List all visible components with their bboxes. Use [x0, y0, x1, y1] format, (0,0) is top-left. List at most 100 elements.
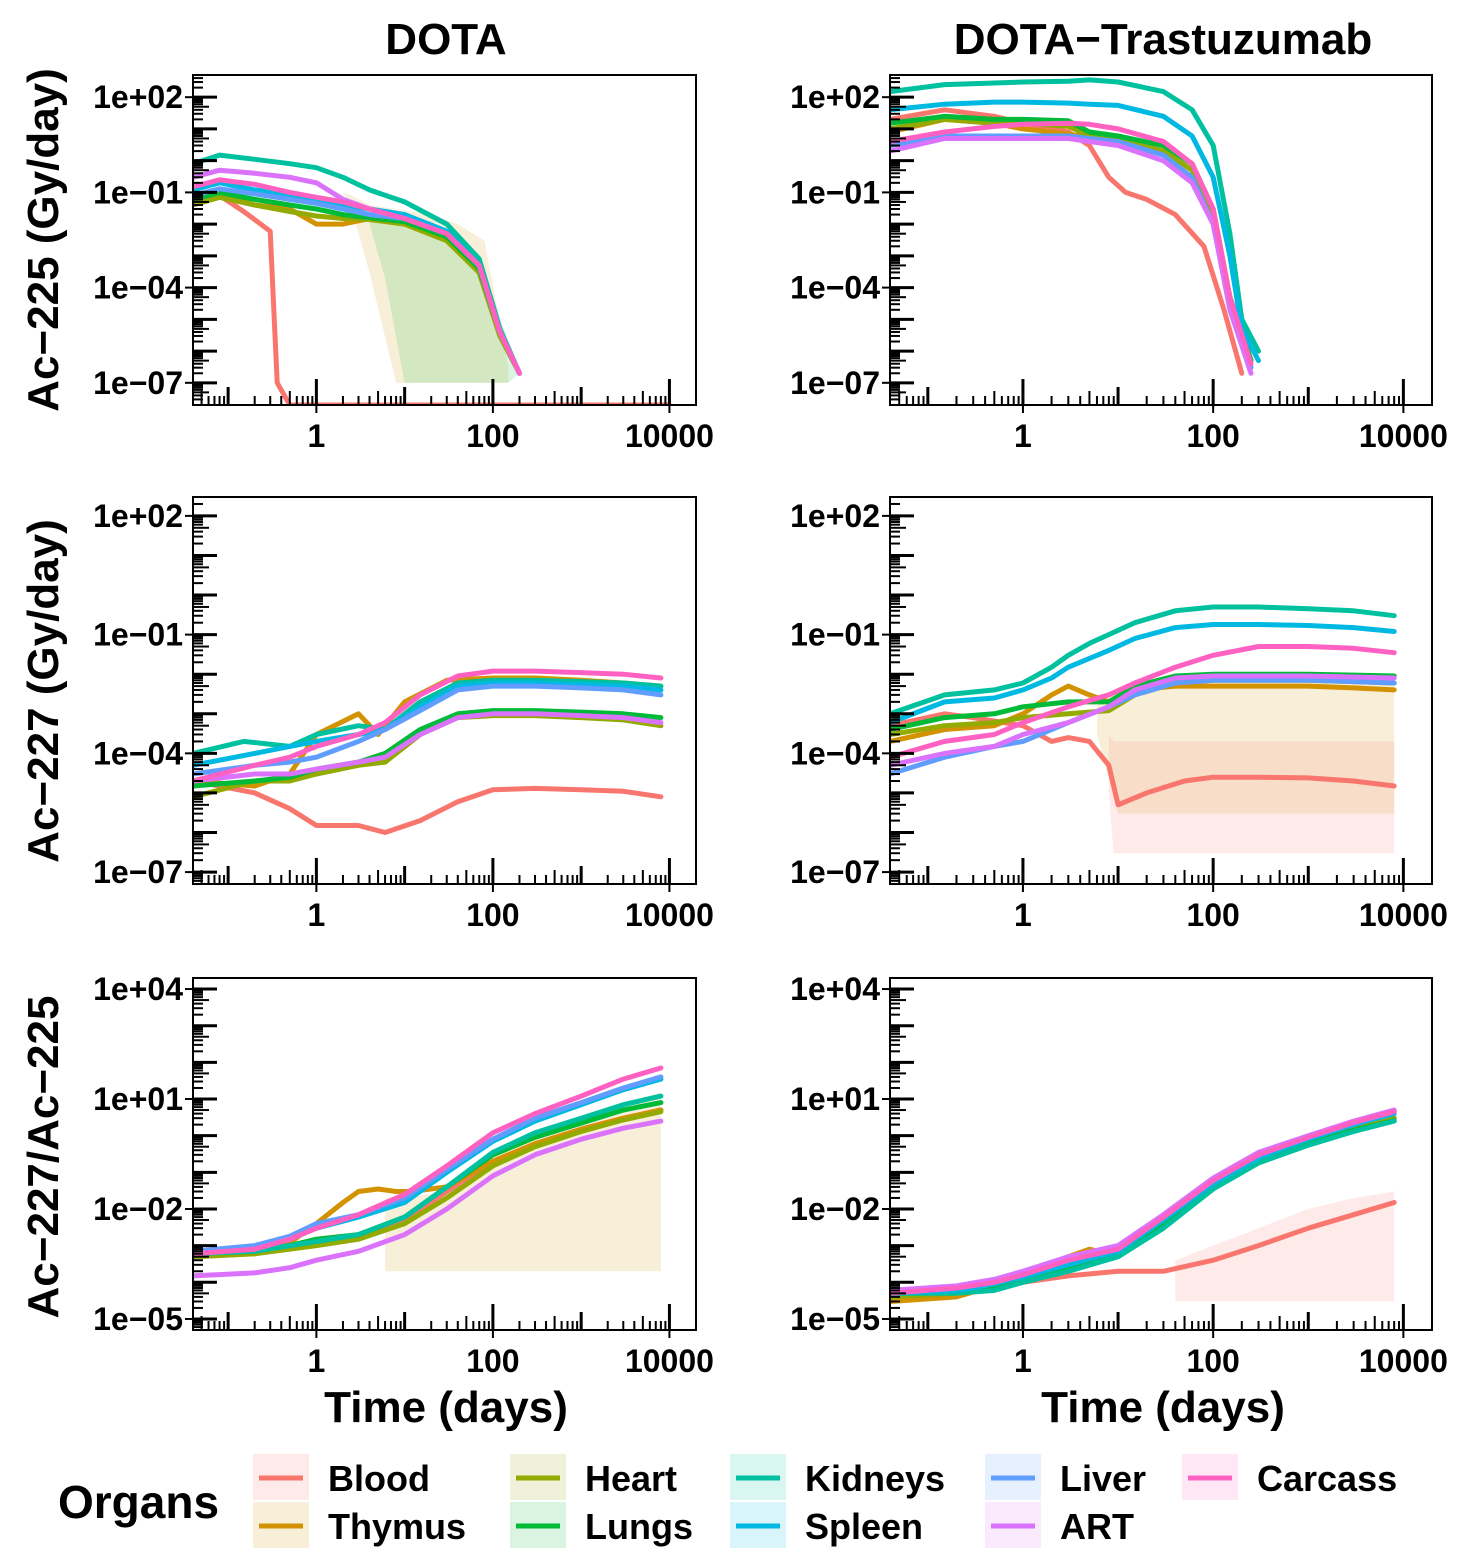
panel-row2-col1: 1 100 10000 1e−07 1e−04 1e−01 1e+02 [93, 496, 714, 933]
series-liver [193, 683, 664, 777]
y-ticks [193, 977, 217, 1329]
series-lungs [193, 708, 664, 789]
legend-entry-thymus: Thymus [253, 1502, 466, 1548]
x-tick-label: 1 [307, 418, 325, 454]
bands [343, 192, 520, 383]
panel-frame [889, 74, 1433, 406]
series-kidneys [890, 77, 1261, 354]
panel-row1-col2: 1 100 10000 1e−07 1e−04 1e−01 1e+02 [790, 74, 1448, 454]
y-axis-label-ac227: Ac−227 (Gy/day) [19, 519, 68, 863]
x-tick-label: 100 [466, 897, 519, 933]
y-tick-label: 1e−01 [93, 617, 183, 653]
series-blood [890, 107, 1245, 376]
legend-entry-carcass: Carcass [1182, 1454, 1397, 1500]
y-tick-label: 1e−05 [93, 1301, 183, 1337]
y-tick-label: 1e−04 [790, 270, 880, 306]
series-kidneys [890, 604, 1397, 717]
legend-label: Liver [1060, 1458, 1146, 1499]
legend-entry-heart: Heart [510, 1454, 677, 1500]
column-title-dota-trastuzumab: DOTA−Trastuzumab [954, 15, 1372, 64]
y-tick-label: 1e−07 [790, 365, 880, 401]
series-blood [193, 778, 664, 835]
legend-label: Heart [585, 1458, 677, 1499]
y-tick-label: 1e−04 [93, 735, 183, 771]
series-art [193, 711, 664, 784]
series-art [890, 673, 1397, 768]
y-tick-label: 1e−02 [790, 1191, 880, 1227]
y-axis-label-ac225: Ac−225 (Gy/day) [19, 68, 68, 412]
x-tick-label: 100 [1186, 1343, 1239, 1379]
x-tick-label: 10000 [625, 897, 714, 933]
x-tick-label: 100 [466, 1343, 519, 1379]
series-spleen [193, 680, 664, 768]
legend-label: Thymus [328, 1506, 466, 1547]
x-tick-label: 1 [307, 1343, 325, 1379]
bands [1175, 1191, 1395, 1302]
series-heart [193, 1109, 664, 1260]
series-carcass [890, 644, 1397, 760]
band [1108, 734, 1395, 854]
series-lines [890, 1107, 1397, 1304]
series-art [890, 136, 1254, 376]
x-ticks [192, 379, 697, 405]
y-ticks [890, 496, 914, 885]
y-tick-label: 1e−04 [790, 735, 880, 771]
legend-entry-spleen: Spleen [730, 1502, 923, 1548]
column-title-dota: DOTA [385, 15, 506, 64]
band [1175, 1191, 1395, 1302]
y-tick-label: 1e+02 [93, 498, 183, 534]
y-tick-label: 1e+02 [93, 79, 183, 115]
series-art [193, 1118, 664, 1279]
y-tick-label: 1e+02 [790, 79, 880, 115]
x-tick-label: 100 [466, 418, 519, 454]
series-lines [890, 77, 1261, 376]
series-carcass [193, 1065, 664, 1257]
x-tick-label: 10000 [1359, 897, 1448, 933]
y-tick-label: 1e−05 [790, 1301, 880, 1337]
x-tick-label: 100 [1186, 897, 1239, 933]
legend-label: Kidneys [805, 1458, 945, 1499]
legend-entry-kidneys: Kidneys [730, 1454, 945, 1500]
legend-label: Spleen [805, 1506, 923, 1547]
series-carcass [890, 120, 1254, 367]
x-tick-label: 1 [1014, 1343, 1032, 1379]
legend-label: Carcass [1257, 1458, 1397, 1499]
x-tick-label: 1 [1014, 418, 1032, 454]
band [369, 209, 520, 383]
y-ticks [193, 74, 217, 406]
y-tick-label: 1e−07 [790, 854, 880, 890]
legend-entry-liver: Liver [985, 1454, 1146, 1500]
legend: Organs Blood Thymus Heart Lungs Kidneys Splee… [58, 1454, 1397, 1548]
legend-title: Organs [58, 1476, 219, 1528]
series-lines [890, 604, 1397, 808]
series-spleen [890, 99, 1261, 364]
x-ticks [192, 858, 697, 884]
legend-label: ART [1060, 1506, 1134, 1547]
x-axis-label-left: Time (days) [324, 1383, 568, 1432]
bands [1097, 680, 1395, 854]
x-tick-label: 10000 [1359, 418, 1448, 454]
y-tick-label: 1e−07 [93, 365, 183, 401]
y-tick-label: 1e+02 [790, 498, 880, 534]
panel-row1-col1: 1 100 10000 1e−07 1e−04 1e−01 1e+02 [93, 74, 714, 454]
y-tick-label: 1e−01 [790, 174, 880, 210]
series-carcass [890, 1108, 1397, 1296]
y-tick-label: 1e+01 [790, 1081, 880, 1117]
x-ticks [889, 1304, 1433, 1330]
y-tick-label: 1e−07 [93, 854, 183, 890]
panel-row2-col2: 1 100 10000 1e−07 1e−04 1e−01 1e+02 [790, 496, 1448, 933]
y-tick-label: 1e−02 [93, 1191, 183, 1227]
x-tick-label: 10000 [625, 418, 714, 454]
x-tick-label: 1 [1014, 897, 1032, 933]
panel-row3-col1: 1 100 10000 1e−05 1e−02 1e+01 1e+04 [93, 971, 714, 1379]
x-ticks [889, 858, 1433, 884]
x-tick-label: 100 [1186, 418, 1239, 454]
x-tick-label: 10000 [1359, 1343, 1448, 1379]
series-lines [193, 668, 664, 835]
legend-entry-blood: Blood [253, 1454, 430, 1500]
series-carcass [193, 177, 522, 376]
legend-label: Lungs [585, 1506, 693, 1547]
legend-entry-lungs: Lungs [510, 1502, 693, 1548]
series-kidneys [193, 1093, 664, 1257]
